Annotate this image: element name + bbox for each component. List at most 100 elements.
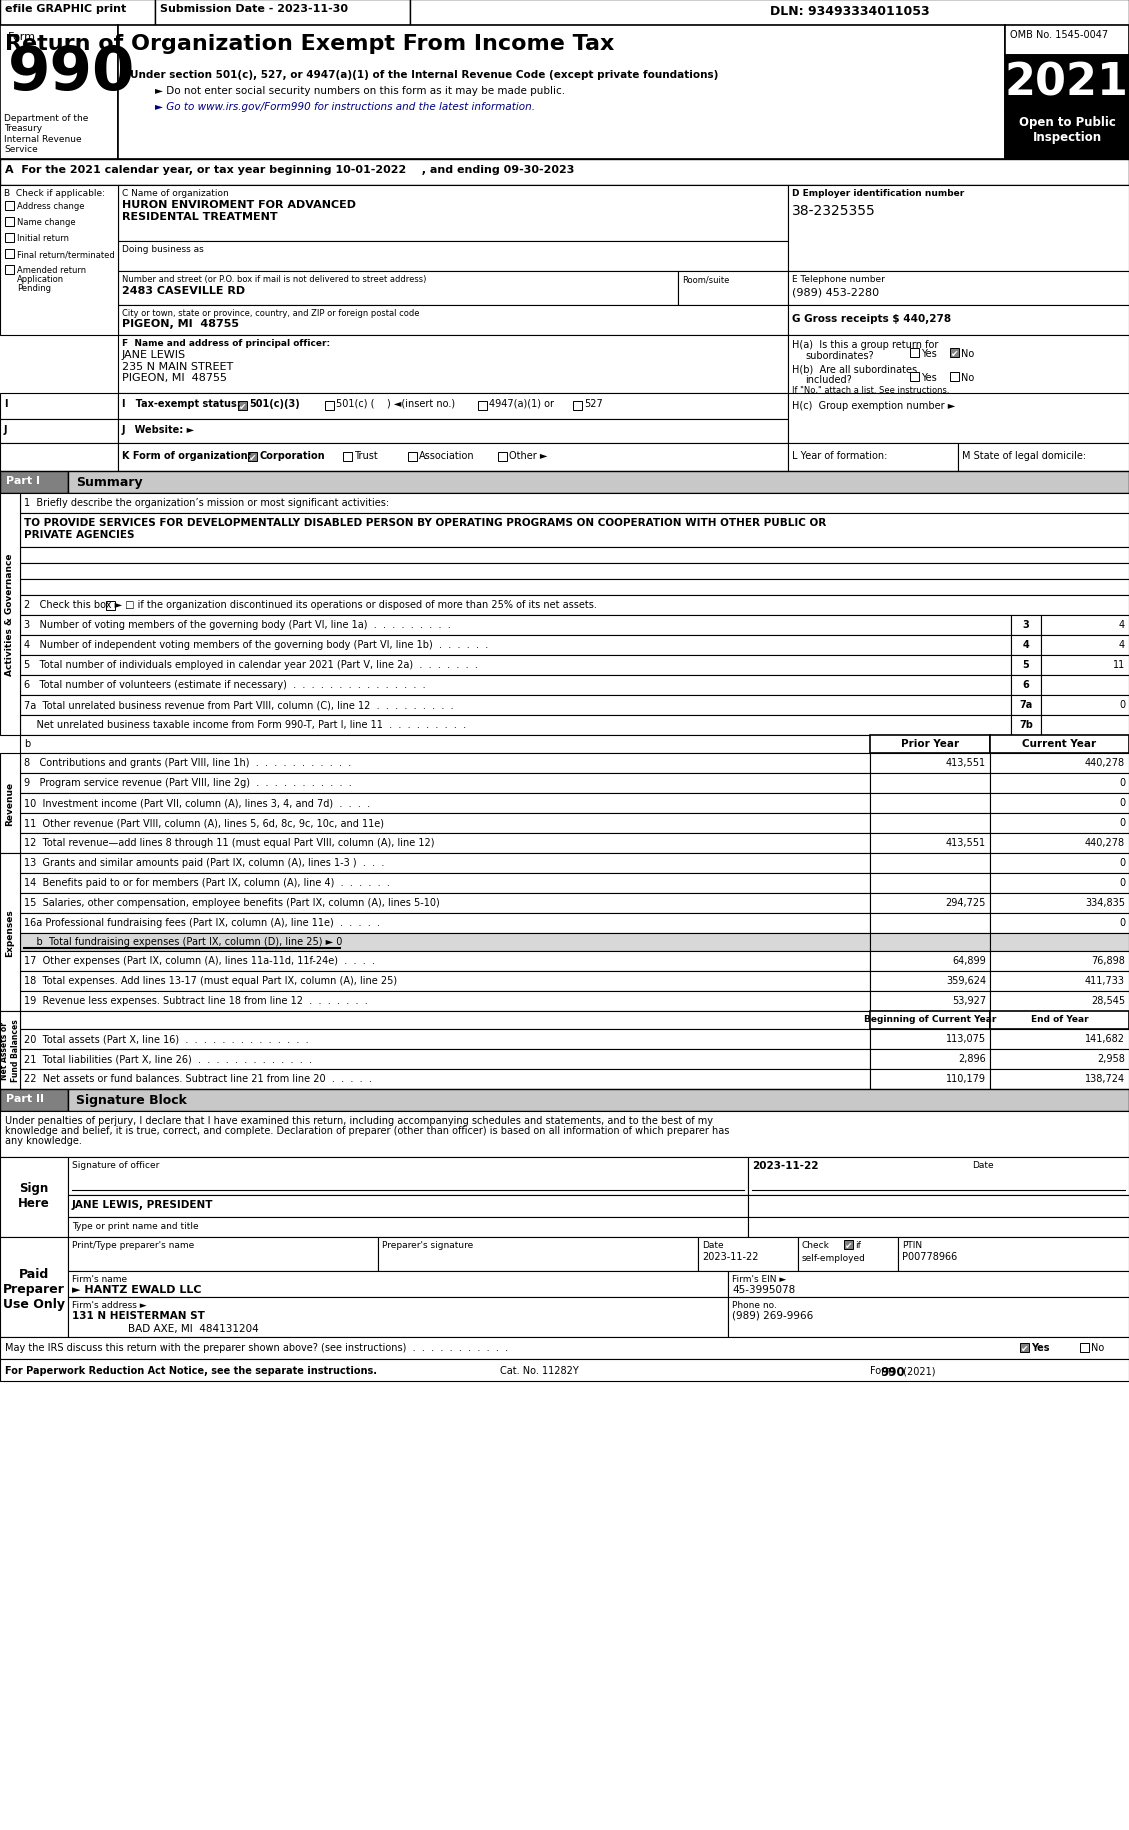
Text: 440,278: 440,278 [1085,758,1124,767]
Text: PIGEON, MI  48755: PIGEON, MI 48755 [122,318,239,329]
Bar [990,754,1129,774]
Text: Application: Application [17,274,64,284]
Bar [1041,615,1129,635]
Bar [0,1237,68,1338]
Bar [20,514,1129,547]
Text: Name change: Name change [17,218,76,227]
Text: 411,733: 411,733 [1085,975,1124,986]
Text: If "No," attach a list. See instructions.: If "No," attach a list. See instructions… [793,386,949,395]
Text: Department of the
Treasury
Internal Revenue
Service: Department of the Treasury Internal Reve… [5,113,88,154]
Bar [20,952,870,972]
Bar [870,794,990,814]
Text: b  Total fundraising expenses (Part IX, column (D), line 25) ► 0: b Total fundraising expenses (Part IX, c… [24,937,342,946]
Text: TO PROVIDE SERVICES FOR DEVELOPMENTALLY DISABLED PERSON BY OPERATING PROGRAMS ON: TO PROVIDE SERVICES FOR DEVELOPMENTALLY … [24,518,826,540]
Text: 15  Salaries, other compensation, employee benefits (Part IX, column (A), lines : 15 Salaries, other compensation, employe… [24,897,440,908]
Text: B  Check if applicable:: B Check if applicable: [5,188,105,198]
Bar [498,452,507,461]
Text: Cat. No. 11282Y: Cat. No. 11282Y [500,1365,579,1376]
Bar [0,159,1129,187]
Text: D Employer identification number: D Employer identification number [793,188,964,198]
Bar [574,403,583,410]
Text: 11: 11 [1113,659,1124,670]
Bar [870,814,990,833]
Bar [949,350,959,359]
Text: Expenses: Expenses [6,910,15,957]
Text: Room/suite: Room/suite [682,274,729,284]
Bar [325,403,334,410]
Bar [788,337,1129,425]
Text: Open to Public
Inspection: Open to Public Inspection [1018,115,1115,145]
Text: 4: 4 [1119,640,1124,650]
Text: E Telephone number: E Telephone number [793,274,885,284]
Text: ✔: ✔ [951,350,959,359]
Text: 0: 0 [1119,818,1124,827]
Bar [378,1237,698,1272]
Bar [788,443,959,472]
Text: Doing business as: Doing business as [122,245,203,254]
Text: ✔: ✔ [239,403,246,412]
Text: J   Website: ►: J Website: ► [122,425,195,436]
Bar [68,1157,749,1195]
Text: JANE LEWIS, PRESIDENT: JANE LEWIS, PRESIDENT [72,1199,213,1210]
Bar [679,273,788,306]
Bar [1005,26,1129,57]
Text: 5: 5 [1023,659,1030,670]
Text: (989) 269-9966: (989) 269-9966 [732,1310,813,1319]
Bar [1041,695,1129,716]
Text: 990: 990 [879,1365,904,1378]
Bar [1010,655,1041,675]
Text: OMB No. 1545-0047: OMB No. 1545-0047 [1010,29,1109,40]
Bar [990,833,1129,853]
Bar [5,218,14,227]
Bar [408,452,417,461]
Text: Revenue: Revenue [6,781,15,825]
Text: Summary: Summary [76,476,142,489]
Text: I   Tax-exempt status:: I Tax-exempt status: [122,399,240,408]
Text: ► Go to www.irs.gov/Form990 for instructions and the latest information.: ► Go to www.irs.gov/Form990 for instruct… [155,102,535,112]
Bar [990,933,1129,952]
Bar [20,774,870,794]
Text: 20  Total assets (Part X, line 16)  .  .  .  .  .  .  .  .  .  .  .  .  .  .: 20 Total assets (Part X, line 16) . . . … [24,1034,308,1043]
Text: Phone no.: Phone no. [732,1301,777,1308]
Bar [990,774,1129,794]
Text: Corporation: Corporation [259,450,325,461]
Text: Firm's name: Firm's name [72,1274,128,1283]
Bar [910,373,919,382]
Text: 0: 0 [1119,778,1124,787]
Text: if: if [855,1241,861,1250]
Bar [1010,675,1041,695]
Bar [728,1272,1129,1297]
Text: 4   Number of independent voting members of the governing body (Part VI, line 1b: 4 Number of independent voting members o… [24,640,488,650]
Bar [990,1049,1129,1069]
Text: b: b [24,739,30,748]
Text: 10  Investment income (Part VII, column (A), lines 3, 4, and 7d)  .  .  .  .: 10 Investment income (Part VII, column (… [24,798,370,807]
Bar [749,1157,1129,1195]
Bar [870,972,990,992]
Text: 2023-11-22: 2023-11-22 [702,1252,759,1261]
Bar [20,736,870,754]
Text: 7a  Total unrelated business revenue from Part VIII, column (C), line 12  .  .  : 7a Total unrelated business revenue from… [24,699,454,710]
Text: G Gross receipts $ 440,278: G Gross receipts $ 440,278 [793,313,951,324]
Text: 113,075: 113,075 [946,1034,986,1043]
Bar [5,251,14,258]
Text: Return of Organization Exempt From Income Tax: Return of Organization Exempt From Incom… [6,35,614,53]
Bar [959,443,1129,472]
Bar [0,419,119,443]
Text: Under penalties of perjury, I declare that I have examined this return, includin: Under penalties of perjury, I declare th… [5,1116,714,1125]
Text: 990: 990 [8,44,135,102]
Text: Current Year: Current Year [1023,739,1096,748]
Text: No: No [961,373,974,382]
Bar [798,1237,898,1272]
Bar [20,853,870,873]
Bar [990,952,1129,972]
Text: 334,835: 334,835 [1085,897,1124,908]
Bar [0,853,20,1012]
Text: Firm's address ►: Firm's address ► [72,1301,147,1308]
Bar [155,0,410,26]
Text: Yes: Yes [1031,1341,1050,1352]
Bar [20,580,1129,597]
Text: Part I: Part I [6,476,40,485]
Text: J: J [5,425,8,436]
Bar [0,393,119,419]
Text: City or town, state or province, country, and ZIP or foreign postal code: City or town, state or province, country… [122,309,420,318]
